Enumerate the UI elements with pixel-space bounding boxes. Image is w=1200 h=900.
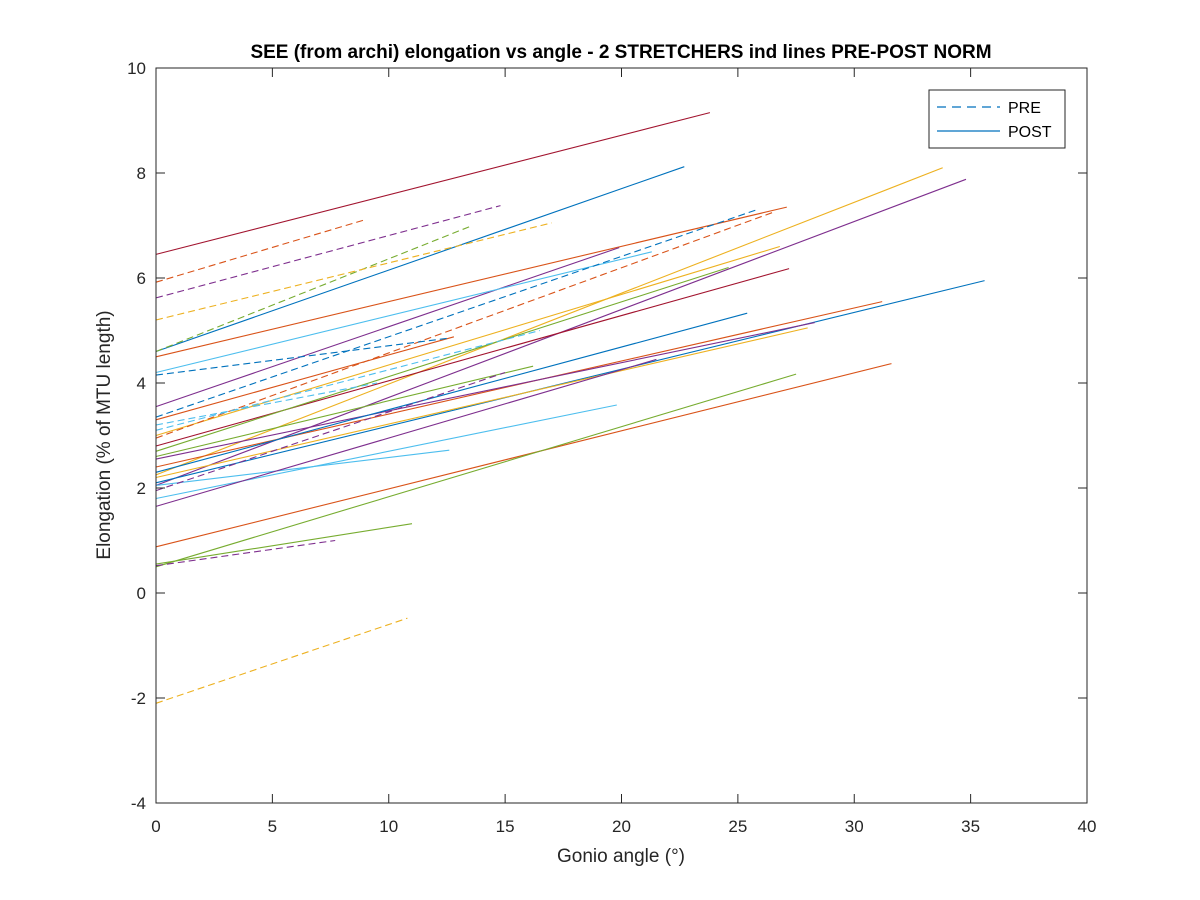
y-tick-label: 6 [137, 269, 146, 288]
y-tick-label: 0 [137, 584, 146, 603]
x-axis-label: Gonio angle (°) [557, 846, 685, 867]
y-tick-label: 4 [137, 374, 146, 393]
x-tick-label: 40 [1078, 817, 1097, 836]
y-axis-label: Elongation (% of MTU length) [94, 310, 115, 559]
x-tick-label: 5 [268, 817, 277, 836]
y-tick-label: 8 [137, 164, 146, 183]
x-tick-label: 25 [728, 817, 747, 836]
legend-post-label: POST [1008, 124, 1052, 141]
y-tick-label: -2 [131, 689, 146, 708]
y-tick-label: 2 [137, 479, 146, 498]
y-tick-label: -4 [131, 794, 146, 813]
x-tick-label: 35 [961, 817, 980, 836]
x-tick-label: 10 [379, 817, 398, 836]
x-tick-label: 20 [612, 817, 631, 836]
x-tick-label: 0 [151, 817, 160, 836]
chart-title: SEE (from archi) elongation vs angle - 2… [250, 42, 991, 63]
legend: PRE POST [929, 90, 1065, 148]
x-tick-label: 30 [845, 817, 864, 836]
y-tick-label: 10 [127, 59, 146, 78]
x-tick-label: 15 [496, 817, 515, 836]
legend-pre-label: PRE [1008, 100, 1041, 117]
